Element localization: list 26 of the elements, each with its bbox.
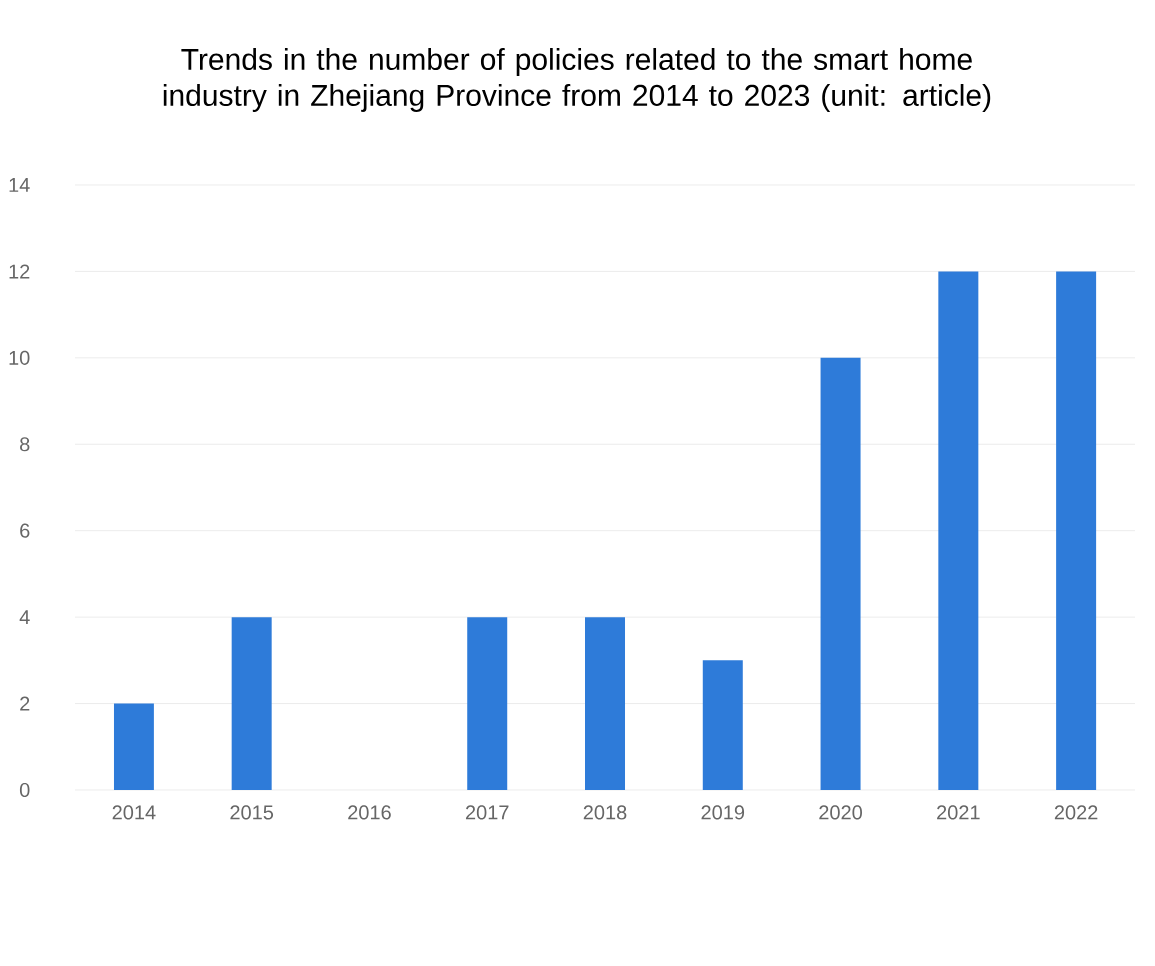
y-tick-label: 12 (9, 264, 30, 279)
x-tick-label: 2016 (348, 805, 391, 820)
chart-title: Trends in the number of policies related to the smart home industry in Zhejiang Province from 2014 to 2023 (unit: article) (163, 47, 991, 112)
bar (113, 703, 154, 790)
x-tick-label: 2018 (583, 805, 627, 820)
bar (585, 617, 626, 790)
y-tick-label: 2 (20, 696, 30, 711)
bar (938, 271, 979, 790)
x-tick-label: 2014 (112, 805, 156, 820)
y-tick-label: 14 (9, 178, 30, 192)
bar (467, 617, 508, 790)
x-tick-label: 2021 (937, 805, 980, 820)
bar (702, 660, 743, 790)
x-tick-label: 2020 (819, 805, 863, 820)
x-tick-label: 2022 (1054, 805, 1098, 820)
bar (231, 617, 272, 790)
y-tick-label: 8 (20, 437, 30, 452)
x-tick-label: 2019 (701, 805, 745, 820)
bar (1056, 271, 1097, 790)
bar (820, 357, 861, 790)
y-tick-label: 4 (19, 610, 30, 625)
x-tick-label: 2017 (465, 805, 509, 820)
y-tick-label: 10 (9, 350, 30, 365)
y-tick-label: 0 (19, 782, 30, 798)
x-tick-label: 2015 (230, 805, 274, 820)
y-tick-label: 6 (20, 523, 30, 538)
